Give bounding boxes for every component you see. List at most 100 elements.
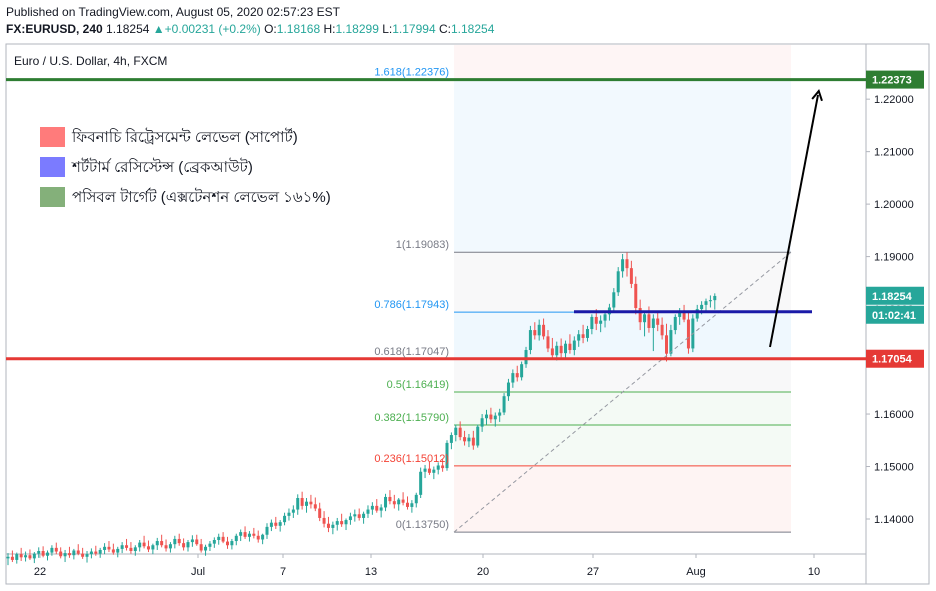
candle-body bbox=[296, 498, 300, 510]
candle-body bbox=[208, 543, 212, 547]
candle-body bbox=[656, 318, 660, 325]
candle-body bbox=[612, 292, 616, 308]
candle-body bbox=[283, 515, 287, 523]
candle-body bbox=[173, 538, 177, 545]
candle-body bbox=[651, 318, 655, 328]
last-price: 1.18254 bbox=[106, 22, 150, 36]
candle-body bbox=[252, 533, 256, 536]
fib-level-label: 0.5(1.16419) bbox=[387, 379, 449, 391]
candle-body bbox=[256, 535, 260, 540]
candle-body bbox=[511, 373, 515, 383]
candle-body bbox=[28, 555, 32, 559]
candle-body bbox=[340, 521, 344, 525]
candle-body bbox=[686, 319, 690, 349]
candle-body bbox=[489, 414, 493, 420]
candle-body bbox=[669, 330, 673, 354]
candle-body bbox=[313, 504, 317, 509]
candle-body bbox=[291, 509, 295, 513]
y-tick-label: 1.19000 bbox=[874, 252, 914, 264]
candle-body bbox=[643, 314, 647, 323]
candle-body bbox=[344, 520, 348, 525]
legend-swatch bbox=[40, 157, 65, 177]
fib-level-label: 1.618(1.22376) bbox=[374, 66, 449, 78]
candle-body bbox=[388, 496, 392, 502]
candle-body bbox=[564, 343, 568, 354]
candle-body bbox=[366, 509, 370, 514]
candle-body bbox=[19, 554, 23, 558]
fib-band bbox=[454, 359, 791, 393]
candle-body bbox=[704, 301, 708, 305]
candle-body bbox=[581, 334, 585, 338]
candle-body bbox=[138, 542, 142, 548]
fib-extension-band bbox=[454, 45, 791, 80]
candle-body bbox=[357, 514, 361, 518]
candle-body bbox=[111, 549, 115, 553]
x-tick-label: Aug bbox=[686, 566, 706, 578]
candle-body bbox=[379, 507, 383, 511]
candle-body bbox=[419, 471, 423, 495]
candle-body bbox=[269, 522, 273, 527]
candle-body bbox=[46, 552, 50, 556]
breakout-arrow[interactable] bbox=[769, 95, 818, 348]
candle-body bbox=[146, 546, 150, 550]
candle-body bbox=[326, 523, 330, 528]
close-label: C: bbox=[438, 22, 451, 36]
candle-body bbox=[375, 505, 379, 511]
candle-body bbox=[458, 427, 462, 438]
fib-level-label: 1(1.19083) bbox=[396, 239, 449, 251]
candle-body bbox=[467, 437, 471, 442]
candle-body bbox=[67, 553, 71, 556]
candle-body bbox=[98, 549, 102, 554]
price-change: +0.00231 (+0.2%) bbox=[164, 22, 261, 36]
legend-swatch bbox=[40, 187, 65, 207]
fib-level-label: 0(1.13750) bbox=[396, 519, 449, 531]
candle-body bbox=[94, 551, 98, 554]
last-price-tag: 1.18254 bbox=[872, 291, 913, 303]
candle-body bbox=[432, 469, 436, 473]
y-tick-label: 1.21000 bbox=[874, 147, 914, 159]
candle-body bbox=[186, 542, 190, 548]
x-tick-label: 13 bbox=[365, 566, 377, 578]
fib-level-label: 0.382(1.15790) bbox=[374, 412, 449, 424]
fib-level-label: 0.618(1.17047) bbox=[374, 346, 449, 358]
x-tick-label: Jul bbox=[191, 566, 205, 578]
candle-body bbox=[155, 541, 159, 546]
candle-body bbox=[103, 546, 107, 550]
candle-body bbox=[585, 329, 589, 338]
candle-body bbox=[634, 283, 638, 309]
candle-body bbox=[63, 553, 67, 557]
chart-pane[interactable] bbox=[5, 43, 930, 585]
candle-body bbox=[177, 538, 181, 544]
candle-body bbox=[50, 547, 54, 553]
candle-body bbox=[559, 345, 563, 354]
open-value: 1.18168 bbox=[276, 22, 321, 36]
candle-body bbox=[261, 534, 265, 540]
candle-body bbox=[10, 556, 14, 560]
candle-body bbox=[331, 524, 335, 528]
candle-body bbox=[142, 542, 146, 547]
candle-body bbox=[515, 373, 519, 378]
candle-body bbox=[616, 271, 620, 293]
fib-level-label: 0.236(1.15012) bbox=[374, 453, 449, 465]
candle-body bbox=[542, 324, 546, 337]
last-price-tag-bg bbox=[866, 286, 924, 305]
close-value: 1.18254 bbox=[450, 22, 495, 36]
candle-body bbox=[533, 330, 537, 336]
candle-body bbox=[384, 496, 388, 508]
candle-body bbox=[116, 548, 120, 553]
candle-body bbox=[445, 442, 449, 469]
candle-body bbox=[41, 551, 45, 556]
support-price-tag-bg bbox=[866, 349, 924, 368]
symbol-label: FX:EURUSD, 240 bbox=[6, 22, 103, 36]
candle-body bbox=[577, 334, 581, 341]
candle-body bbox=[638, 308, 642, 323]
candle-body bbox=[85, 554, 89, 557]
candle-body bbox=[528, 330, 532, 351]
low-value: 1.17994 bbox=[392, 22, 436, 36]
candle-body bbox=[164, 545, 168, 549]
candle-body bbox=[520, 364, 524, 378]
candle-body bbox=[392, 501, 396, 505]
candle-body bbox=[524, 350, 528, 365]
candle-body bbox=[195, 539, 199, 545]
